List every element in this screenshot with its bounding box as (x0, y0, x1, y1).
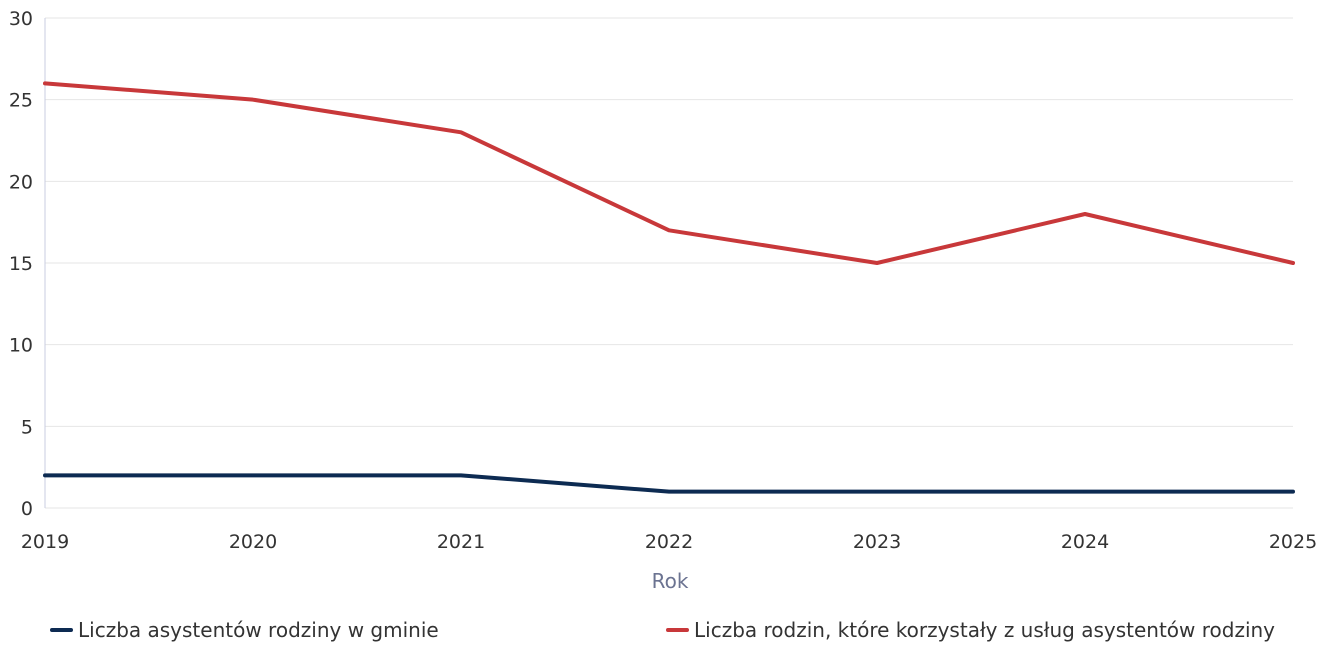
x-tick-label: 2020 (229, 531, 277, 553)
series-line-1 (43, 81, 1295, 265)
y-tick-label: 20 (9, 171, 33, 193)
legend-label: Liczba asystentów rodziny w gminie (78, 618, 439, 642)
y-tick-label: 30 (9, 8, 33, 30)
y-tick-label: 5 (21, 416, 33, 438)
data-point (251, 473, 255, 477)
y-tick-label: 10 (9, 335, 33, 357)
series-line-0 (43, 473, 1295, 494)
data-point (1291, 261, 1295, 265)
data-point (43, 81, 47, 85)
x-tick-label: 2019 (21, 531, 69, 553)
x-tick-label: 2022 (645, 531, 693, 553)
data-point (459, 473, 463, 477)
data-point (875, 261, 879, 265)
x-tick-label: 2021 (437, 531, 485, 553)
x-tick-label: 2023 (853, 531, 901, 553)
data-point (875, 490, 879, 494)
data-point (1083, 212, 1087, 216)
y-axis-tick-labels: 0 5 10 15 20 25 30 (9, 8, 33, 520)
x-tick-label: 2025 (1269, 531, 1317, 553)
data-point (459, 130, 463, 134)
data-point (251, 98, 255, 102)
data-point (43, 473, 47, 477)
data-point (1291, 490, 1295, 494)
data-point (667, 490, 671, 494)
x-axis-tick-labels: 2019 2020 2021 2022 2023 2024 2025 (21, 531, 1317, 553)
series-group (43, 81, 1295, 494)
y-tick-label: 25 (9, 90, 33, 112)
x-axis-title: Rok (652, 569, 689, 593)
data-point (1083, 490, 1087, 494)
legend-label: Liczba rodzin, które korzystały z usług … (694, 618, 1275, 642)
x-tick-label: 2024 (1061, 531, 1109, 553)
grid-lines (45, 17, 1293, 509)
y-tick-label: 15 (9, 253, 33, 275)
y-tick-label: 0 (21, 498, 33, 520)
data-point (667, 228, 671, 232)
legend: Liczba asystentów rodziny w gminie Liczba… (50, 618, 1275, 642)
